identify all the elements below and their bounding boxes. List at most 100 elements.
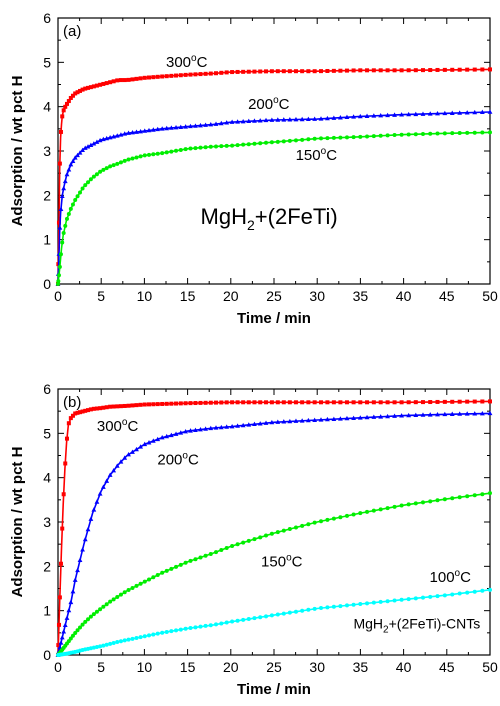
data-point xyxy=(312,69,317,74)
data-point xyxy=(224,143,229,148)
data-point xyxy=(300,69,305,74)
data-point xyxy=(104,405,109,410)
data-point xyxy=(82,536,88,542)
data-point xyxy=(68,599,74,605)
data-point xyxy=(56,622,61,627)
data-point xyxy=(97,137,103,143)
data-point xyxy=(118,132,124,137)
data-point xyxy=(80,622,85,627)
data-point xyxy=(338,135,343,140)
data-point xyxy=(318,116,324,121)
data-point xyxy=(73,197,78,202)
data-point xyxy=(449,411,455,416)
data-point xyxy=(214,144,219,149)
data-point xyxy=(193,427,198,432)
data-point xyxy=(457,131,462,136)
data-point xyxy=(57,595,62,600)
x-tick-label: 35 xyxy=(353,659,369,675)
data-point xyxy=(224,70,229,75)
data-point xyxy=(392,68,397,73)
data-point xyxy=(64,101,69,106)
data-point xyxy=(88,614,93,619)
celsius-unit: C xyxy=(279,96,290,113)
plot-frame xyxy=(57,17,491,285)
data-point xyxy=(91,84,96,89)
data-point xyxy=(305,417,311,423)
data-point xyxy=(293,116,299,122)
data-point xyxy=(257,118,263,123)
data-point xyxy=(371,508,376,513)
data-point xyxy=(406,412,412,418)
data-point xyxy=(281,139,286,144)
data-point xyxy=(83,619,88,624)
data-point xyxy=(183,429,189,434)
data-point xyxy=(450,592,455,597)
celsius-unit: C xyxy=(326,147,337,164)
data-point xyxy=(219,70,224,75)
data-point xyxy=(77,150,83,155)
data-point xyxy=(344,68,349,73)
data-point xyxy=(224,620,229,625)
data-point xyxy=(428,68,433,73)
data-point xyxy=(114,133,120,138)
data-point xyxy=(392,400,397,405)
data-point xyxy=(213,121,219,126)
data-point xyxy=(214,550,219,555)
data-point xyxy=(73,630,78,635)
x-tick-label: 0 xyxy=(54,659,62,675)
data-point xyxy=(208,144,213,149)
data-point xyxy=(252,537,257,542)
data-point xyxy=(450,131,455,136)
data-point xyxy=(358,602,363,607)
data-point xyxy=(351,114,357,119)
data-point xyxy=(385,413,391,419)
data-point xyxy=(427,412,433,417)
data-point xyxy=(78,88,83,93)
data-point xyxy=(68,161,74,167)
data-point xyxy=(214,71,219,76)
data-point xyxy=(371,414,377,419)
data-point xyxy=(164,401,169,406)
data-point xyxy=(208,122,214,127)
data-point xyxy=(111,597,116,602)
data-point xyxy=(80,409,85,414)
data-point xyxy=(224,400,229,405)
data-point xyxy=(178,73,183,78)
data-point xyxy=(160,151,165,156)
data-point xyxy=(351,602,356,607)
data-point xyxy=(178,627,183,632)
data-point xyxy=(306,137,311,142)
y-tick-label: 2 xyxy=(43,187,51,203)
data-point xyxy=(142,128,148,133)
data-point xyxy=(365,134,370,139)
data-point xyxy=(138,635,143,640)
data-point xyxy=(472,493,477,498)
sample-label-main: MgH xyxy=(201,204,247,229)
data-point xyxy=(385,133,390,138)
data-point xyxy=(406,68,411,73)
data-point xyxy=(86,180,91,185)
data-point xyxy=(406,132,411,137)
data-point xyxy=(88,407,93,412)
data-point xyxy=(91,645,96,650)
data-point xyxy=(235,618,240,623)
data-point xyxy=(56,643,61,648)
y-axis-title: Adsorption / wt pct H xyxy=(9,76,26,227)
data-point xyxy=(168,125,174,130)
data-point xyxy=(371,113,377,118)
data-point xyxy=(399,413,404,418)
y-tick-label: 5 xyxy=(43,54,51,70)
data-point xyxy=(435,67,440,72)
data-point xyxy=(164,150,169,155)
data-point xyxy=(305,116,311,122)
data-point xyxy=(264,140,269,145)
data-point xyxy=(150,127,156,132)
data-point xyxy=(378,68,383,73)
x-tick-label: 5 xyxy=(97,659,105,675)
data-point xyxy=(219,144,224,149)
y-axis-title: Adsorption / wt pct H xyxy=(9,447,26,598)
data-point xyxy=(371,400,376,405)
data-point xyxy=(130,585,135,590)
data-point xyxy=(188,401,193,406)
